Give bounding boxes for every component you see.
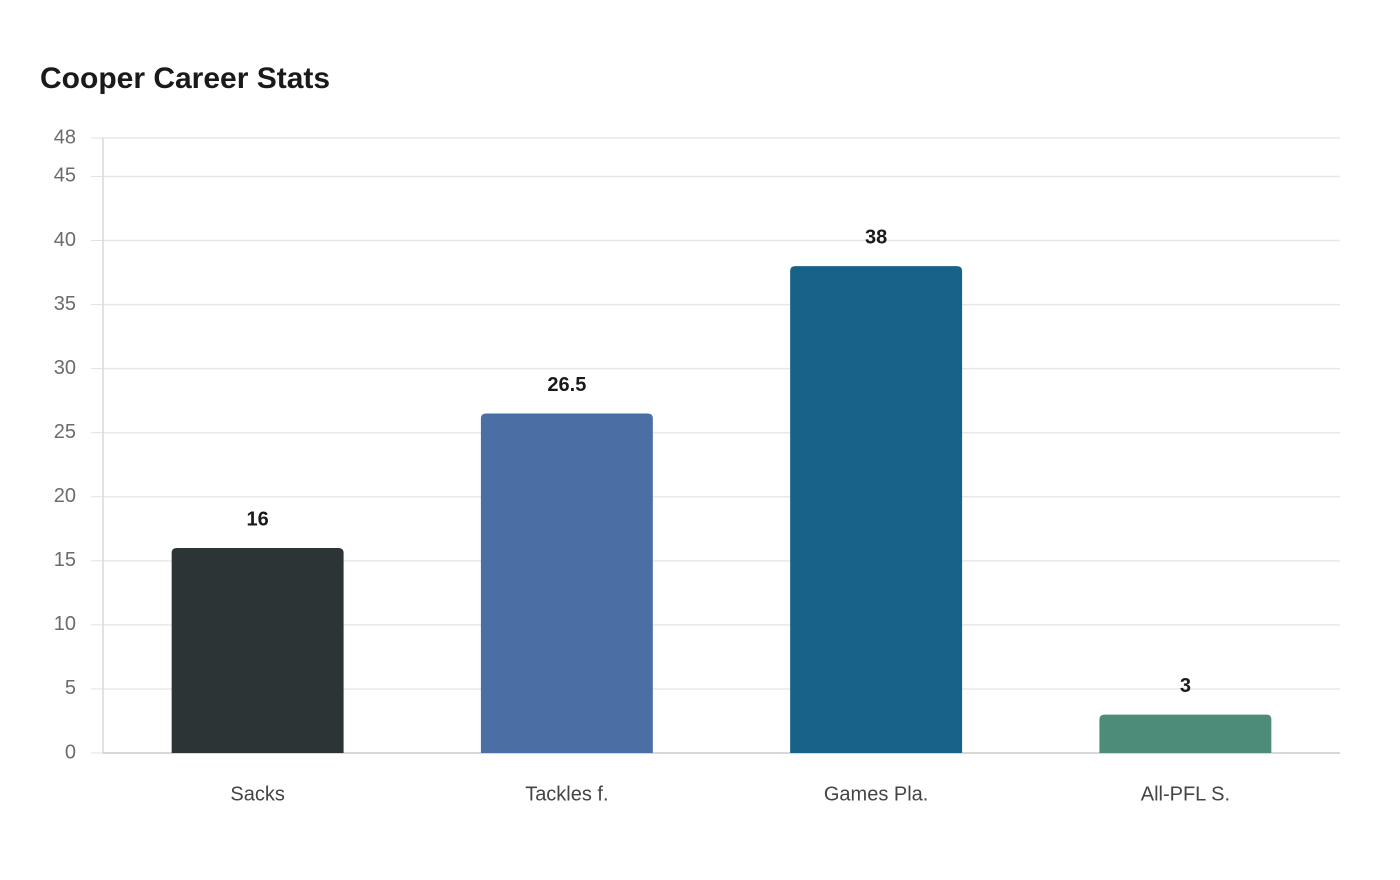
- y-tick-label: 48: [54, 126, 76, 148]
- x-tick-label: Sacks: [230, 783, 284, 805]
- value-label: 38: [865, 226, 887, 248]
- value-label: 26.5: [547, 374, 586, 396]
- y-tick-label: 45: [54, 165, 76, 187]
- y-tick-label: 10: [54, 613, 76, 635]
- y-tick-label: 20: [54, 485, 76, 507]
- y-tick-label: 25: [54, 421, 76, 443]
- value-label: 3: [1180, 675, 1191, 697]
- y-tick-label: 0: [65, 741, 76, 763]
- x-tick-label: Games Pla.: [824, 783, 928, 805]
- y-tick-label: 15: [54, 549, 76, 571]
- y-tick-label: 5: [65, 677, 76, 699]
- bar: [171, 548, 344, 753]
- y-tick-label: 35: [54, 293, 76, 315]
- bars: [171, 266, 1272, 753]
- bar: [480, 413, 653, 753]
- y-tick-label: 40: [54, 229, 76, 251]
- chart-title: Cooper Career Stats: [40, 62, 330, 95]
- x-tick-label: All-PFL S.: [1141, 783, 1230, 805]
- x-tick-label: Tackles f.: [525, 783, 608, 805]
- bar: [1099, 714, 1272, 753]
- value-label: 16: [247, 508, 269, 530]
- bar: [790, 266, 963, 753]
- y-tick-label: 30: [54, 357, 76, 379]
